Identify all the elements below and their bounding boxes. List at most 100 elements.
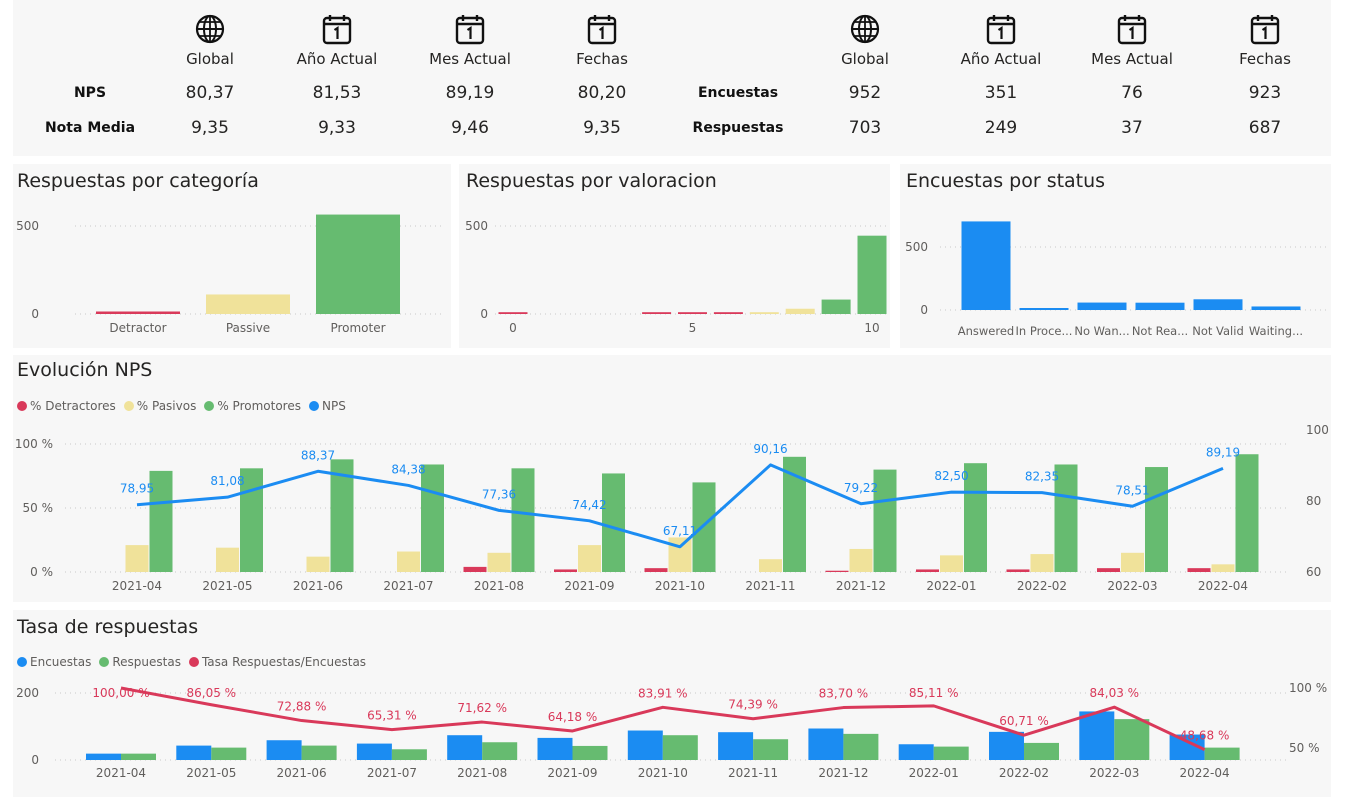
bar-pasivos[interactable] — [487, 552, 511, 572]
nps-data-label: 81,08 — [210, 474, 244, 488]
bar-rating-5[interactable] — [678, 312, 707, 314]
nps-data-label: 78,95 — [120, 482, 154, 496]
bar-detractores[interactable] — [916, 569, 939, 572]
x-tick-label: 5 — [689, 321, 697, 335]
bar-encuestas[interactable] — [627, 730, 663, 760]
bar-encuestas[interactable] — [1079, 711, 1115, 760]
legend-item[interactable]: Tasa Respuestas/Encuestas — [188, 655, 366, 669]
bar-status[interactable] — [1135, 302, 1185, 310]
bar-respuestas[interactable] — [301, 745, 337, 760]
tasa-title: Tasa de respuestas — [17, 616, 199, 638]
bar-encuestas[interactable] — [898, 744, 934, 760]
bar-promotores[interactable] — [964, 463, 987, 572]
bar-encuestas[interactable] — [356, 743, 392, 760]
bar-detractores[interactable] — [1006, 569, 1030, 572]
bar-promotores[interactable] — [149, 470, 173, 572]
bar-encuestas[interactable] — [718, 732, 754, 760]
bar-promotores[interactable] — [330, 459, 354, 572]
bar-encuestas[interactable] — [266, 740, 302, 760]
bar-encuestas[interactable] — [989, 731, 1024, 760]
bar-rating-9[interactable] — [821, 299, 851, 314]
bar-encuestas[interactable] — [447, 735, 483, 760]
kpi-left-value-1-3: 9,35 — [583, 118, 621, 138]
bar-rating-10[interactable] — [857, 235, 887, 314]
bar-status[interactable] — [961, 221, 1011, 310]
legend-item[interactable]: NPS — [308, 399, 346, 413]
evolucion-legend[interactable]: % Detractores % Pasivos % Promotores NPS — [17, 399, 346, 413]
bar-promoter[interactable] — [316, 214, 400, 314]
bar-passive[interactable] — [206, 294, 290, 314]
legend-item[interactable]: Respuestas — [99, 655, 181, 669]
legend-item[interactable]: Encuestas — [17, 655, 91, 669]
bar-promotores[interactable] — [873, 469, 897, 572]
bar-detractores[interactable] — [644, 568, 668, 572]
x-tick-label: No Wan... — [1074, 324, 1129, 338]
bar-pasivos[interactable] — [306, 556, 330, 572]
bar-pasivos[interactable] — [578, 545, 601, 572]
bar-respuestas[interactable] — [843, 733, 879, 760]
bar-detractor[interactable] — [96, 311, 180, 315]
bar-status[interactable] — [1193, 299, 1243, 310]
bar-respuestas[interactable] — [933, 746, 969, 760]
bar-pasivos[interactable] — [940, 555, 963, 572]
bar-respuestas[interactable] — [1024, 742, 1059, 760]
bar-promotores[interactable] — [602, 473, 625, 572]
bar-detractores[interactable] — [1187, 568, 1211, 572]
bar-respuestas[interactable] — [1114, 719, 1150, 760]
bar-status[interactable] — [1251, 306, 1301, 310]
bar-promotores[interactable] — [421, 464, 444, 572]
bar-promotores[interactable] — [240, 468, 263, 572]
bar-status[interactable] — [1019, 308, 1069, 310]
bar-rating-6[interactable] — [713, 312, 743, 314]
bar-respuestas[interactable] — [211, 747, 247, 760]
bar-pasivos[interactable] — [216, 547, 239, 572]
nps-data-label: 82,35 — [1025, 470, 1059, 484]
bar-promotores[interactable] — [692, 482, 716, 572]
legend-item[interactable]: % Promotores — [204, 399, 301, 413]
bar-encuestas[interactable] — [86, 753, 121, 760]
bar-rating-8[interactable] — [785, 308, 815, 314]
x-tick-label: 2021-10 — [655, 579, 705, 593]
bar-status[interactable] — [1077, 302, 1127, 310]
kpi-right-value-1-2: 37 — [1121, 118, 1143, 138]
bar-detractores[interactable] — [463, 566, 487, 572]
bar-pasivos[interactable] — [849, 548, 873, 572]
bar-pasivos[interactable] — [759, 559, 782, 572]
bar-pasivos[interactable] — [1030, 554, 1054, 572]
bar-respuestas[interactable] — [1204, 747, 1240, 760]
bar-pasivos[interactable] — [1121, 552, 1144, 572]
tasa-data-label: 74,39 % — [728, 698, 778, 712]
bar-rating-4[interactable] — [642, 312, 672, 314]
tasa-data-label: 64,18 % — [548, 710, 598, 724]
bar-respuestas[interactable] — [572, 745, 608, 760]
bar-respuestas[interactable] — [121, 753, 156, 760]
tasa-legend[interactable]: Encuestas Respuestas Tasa Respuestas/Encue… — [17, 655, 366, 669]
bar-promotores[interactable] — [511, 468, 535, 572]
bar-rating-7[interactable] — [749, 312, 779, 314]
bar-respuestas[interactable] — [662, 735, 698, 760]
bar-encuestas[interactable] — [176, 745, 212, 760]
x-tick-label: 2022-02 — [999, 766, 1049, 780]
x-tick-label: 2021-08 — [474, 579, 524, 593]
bar-promotores[interactable] — [783, 456, 806, 572]
kpi-right-value-0-3: 923 — [1248, 83, 1282, 103]
bar-respuestas[interactable] — [391, 749, 427, 760]
bar-encuestas[interactable] — [808, 728, 844, 760]
legend-item[interactable]: % Pasivos — [123, 399, 196, 413]
x-tick-label: Promoter — [330, 321, 385, 335]
bar-rating-0[interactable] — [498, 312, 528, 314]
bar-detractores[interactable] — [825, 570, 849, 572]
bar-promotores[interactable] — [1235, 454, 1259, 572]
bar-promotores[interactable] — [1054, 464, 1078, 572]
bar-detractores[interactable] — [1097, 568, 1120, 572]
valoracion-panel — [459, 164, 890, 348]
bar-pasivos[interactable] — [397, 551, 420, 572]
bar-pasivos[interactable] — [125, 545, 149, 572]
bar-respuestas[interactable] — [482, 742, 518, 760]
bar-encuestas[interactable] — [537, 737, 573, 760]
bar-pasivos[interactable] — [1211, 564, 1235, 572]
bar-pasivos[interactable] — [668, 537, 692, 572]
bar-respuestas[interactable] — [753, 739, 789, 760]
legend-item[interactable]: % Detractores — [17, 399, 116, 413]
bar-detractores[interactable] — [554, 569, 577, 572]
